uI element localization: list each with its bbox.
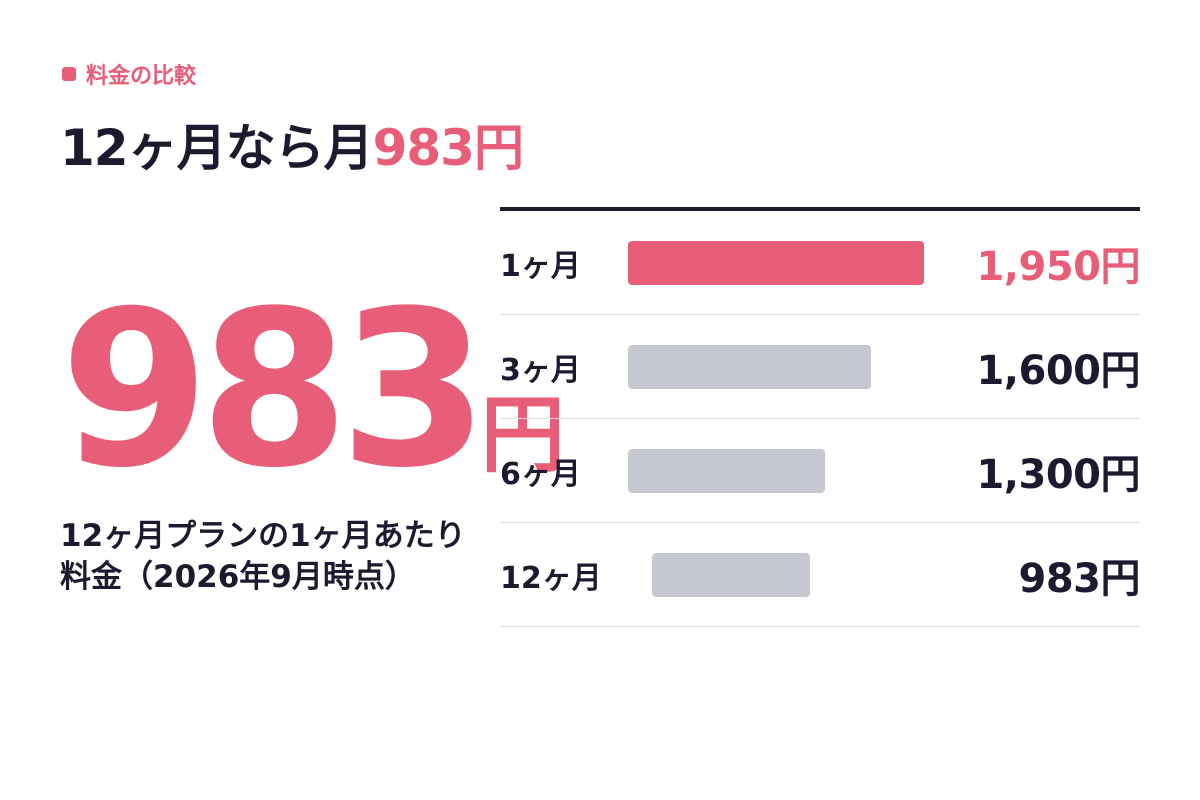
hero-price-value: 983 [60, 264, 489, 515]
hero-caption: 12ヶ月プランの1ヶ月あたり料金（2026年9月時点） [60, 518, 466, 596]
bar [628, 240, 924, 285]
chart-row: 1ヶ月 1,950円 [500, 211, 1140, 315]
chart-row: 6ヶ月 1,300円 [500, 419, 1140, 523]
bar-value-label: 1,950円 [976, 243, 1140, 290]
bar-value-label: 1,600円 [976, 347, 1140, 394]
hero-price: 983円 [60, 282, 565, 497]
bar [628, 448, 826, 493]
title-highlight: 983円 [372, 119, 524, 177]
chart-row: 3ヶ月 1,600円 [500, 315, 1140, 419]
eyebrow-label: 料金の比較 [86, 64, 197, 89]
bar-category-label: 1ヶ月 [500, 248, 581, 284]
bar-value-label: 983円 [1018, 555, 1141, 602]
section-eyebrow: 料金の比較 [62, 58, 196, 90]
hero-price-unit: 円 [480, 386, 565, 484]
chart-row: 12ヶ月 983円 [500, 523, 1140, 627]
bar [628, 344, 871, 389]
bar-category-label: 3ヶ月 [500, 352, 581, 388]
price-comparison-chart: 1ヶ月 1,950円 3ヶ月 1,600円 6ヶ月 1,300円 12ヶ月 983円 [500, 207, 1140, 627]
bar-category-label: 6ヶ月 [500, 456, 581, 492]
bar-value-label: 1,300円 [976, 451, 1140, 498]
title-prefix: 12ヶ月なら月 [60, 119, 374, 177]
eyebrow-square-icon [62, 67, 76, 81]
bar-category-label: 12ヶ月 [500, 560, 602, 596]
page-title: 12ヶ月なら月983円 [60, 108, 524, 180]
bar [652, 552, 810, 597]
